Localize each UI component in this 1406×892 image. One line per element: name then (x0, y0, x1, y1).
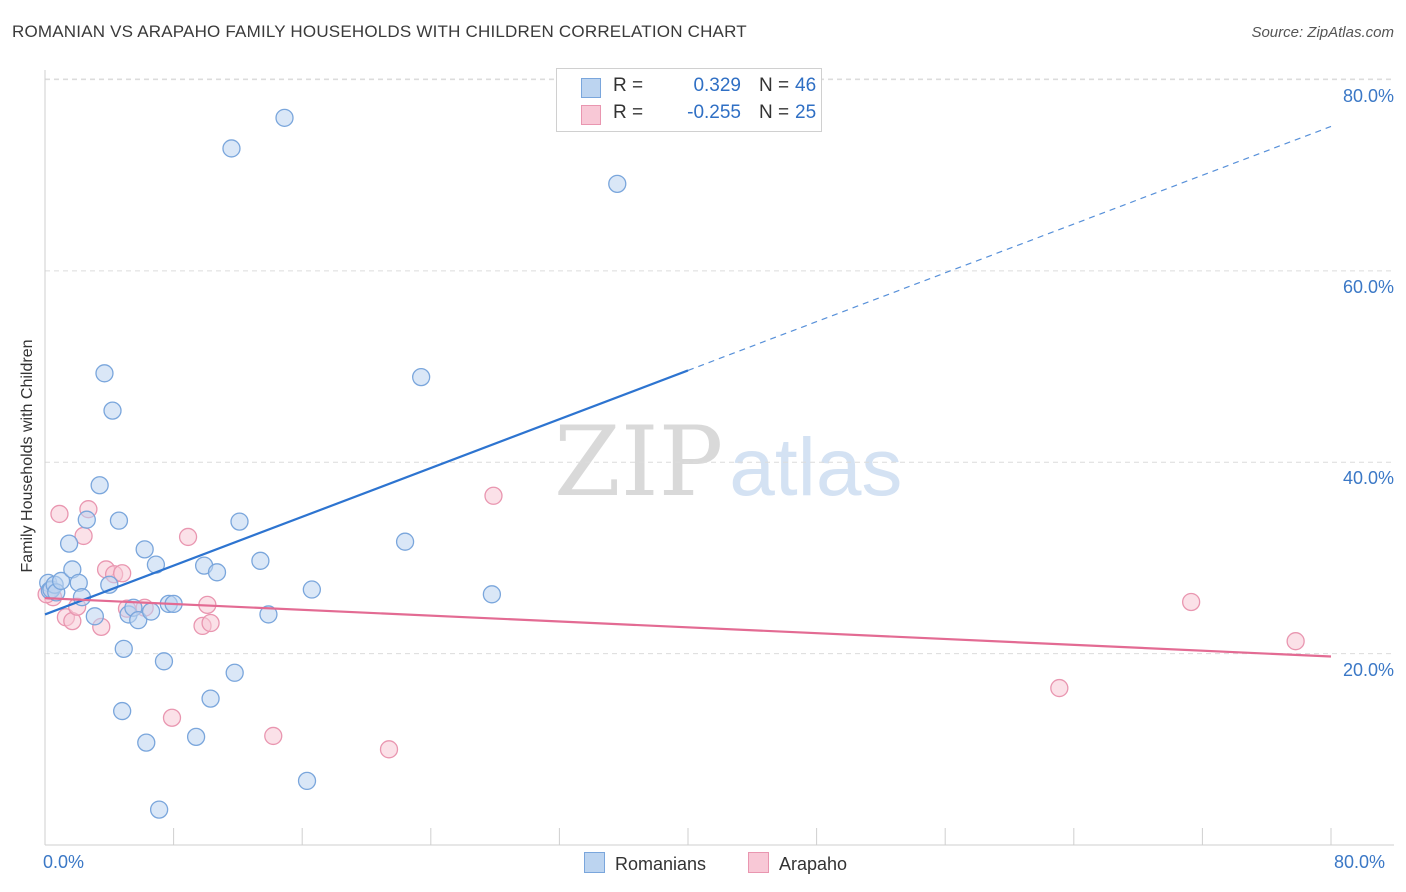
arapaho-point-20 (484, 486, 503, 505)
x-tick-80: 80.0% (1334, 852, 1386, 872)
chart-title: ROMANIAN VS ARAPAHO FAMILY HOUSEHOLDS WI… (12, 22, 747, 41)
romanians-r-value: 0.329 (693, 75, 741, 96)
legend-arapaho[interactable]: Arapaho (748, 852, 847, 875)
romanians-point-15 (103, 401, 122, 420)
legend-romanians-label: Romanians (615, 854, 707, 874)
arapaho-point-13 (162, 708, 182, 727)
romanians-point-45 (608, 174, 627, 194)
stats-box: R = 0.329 N = 46 R = -0.255 N = 25 (556, 68, 822, 132)
romanians-point-26 (149, 800, 169, 819)
legend-arapaho-label: Arapaho (779, 854, 848, 874)
watermark-atlas: atlas (729, 422, 903, 513)
romanians-point-42 (395, 532, 415, 551)
romanians-point-17 (113, 701, 132, 721)
source-label: Source: ZipAtlas.com (1251, 24, 1394, 41)
romanians-point-40 (297, 771, 317, 791)
romanians-trend-line (44, 369, 689, 616)
romanians-r-label: R = (613, 75, 644, 96)
romanians-point-44 (482, 585, 502, 604)
romanians-trend-extension (687, 125, 1332, 371)
romanians-point-6 (59, 534, 79, 553)
arapaho-point-19 (379, 740, 399, 759)
legend-romanians[interactable]: Romanians (584, 852, 706, 875)
romanians-point-41 (302, 580, 321, 599)
y-tick-40: 40.0% (1342, 468, 1394, 488)
romanians-point-11 (85, 607, 104, 626)
romanians-point-32 (201, 689, 220, 708)
legend-romanians-swatch (584, 852, 605, 873)
y-tick-80: 80.0% (1342, 86, 1394, 106)
romanians-point-38 (259, 605, 278, 624)
arapaho-swatch (581, 105, 601, 125)
romanians-point-33 (207, 563, 227, 582)
romanians-point-12 (90, 476, 109, 495)
romanians-point-30 (186, 727, 206, 747)
legend-arapaho-swatch (748, 852, 769, 873)
arapaho-point-10 (113, 564, 132, 583)
romanians-point-22 (135, 540, 154, 559)
arapaho-point-18 (264, 726, 283, 746)
romanians-point-23 (137, 733, 156, 752)
romanians-point-43 (412, 367, 431, 387)
romanians-point-5 (51, 571, 71, 591)
arapaho-point-23 (1286, 632, 1305, 651)
romanians-point-18 (114, 639, 133, 659)
romanians-point-16 (109, 511, 129, 530)
arapaho-n-label: N = (759, 102, 790, 123)
arapaho-r-label: R = (613, 102, 644, 123)
romanians-point-36 (230, 512, 249, 531)
romanians-point-37 (251, 551, 270, 570)
arapaho-point-1 (50, 504, 69, 524)
arapaho-trend-line (44, 597, 1332, 658)
romanians-point-21 (129, 611, 148, 630)
romanians-point-10 (77, 510, 96, 529)
arapaho-point-21 (1050, 678, 1069, 698)
romanians-point-24 (141, 602, 161, 621)
romanians-point-13 (95, 364, 114, 383)
romanians-n-value: 46 (795, 75, 817, 96)
y-tick-20: 20.0% (1342, 660, 1394, 680)
arapaho-point-22 (1181, 592, 1201, 612)
romanians-point-34 (222, 139, 241, 158)
y-tick-60: 60.0% (1342, 277, 1394, 297)
arapaho-r-value: -0.255 (687, 102, 741, 123)
romanians-point-27 (154, 652, 174, 671)
arapaho-point-14 (178, 527, 198, 547)
romanians-n-label: N = (759, 75, 790, 96)
romanians-point-39 (275, 108, 294, 127)
arapaho-n-value: 25 (795, 102, 817, 123)
watermark: ZIPatlas (554, 406, 902, 518)
arapaho-point-17 (201, 613, 220, 633)
x-tick-0: 0.0% (43, 852, 85, 872)
romanians-point-35 (225, 663, 244, 682)
romanians-swatch (581, 78, 601, 98)
